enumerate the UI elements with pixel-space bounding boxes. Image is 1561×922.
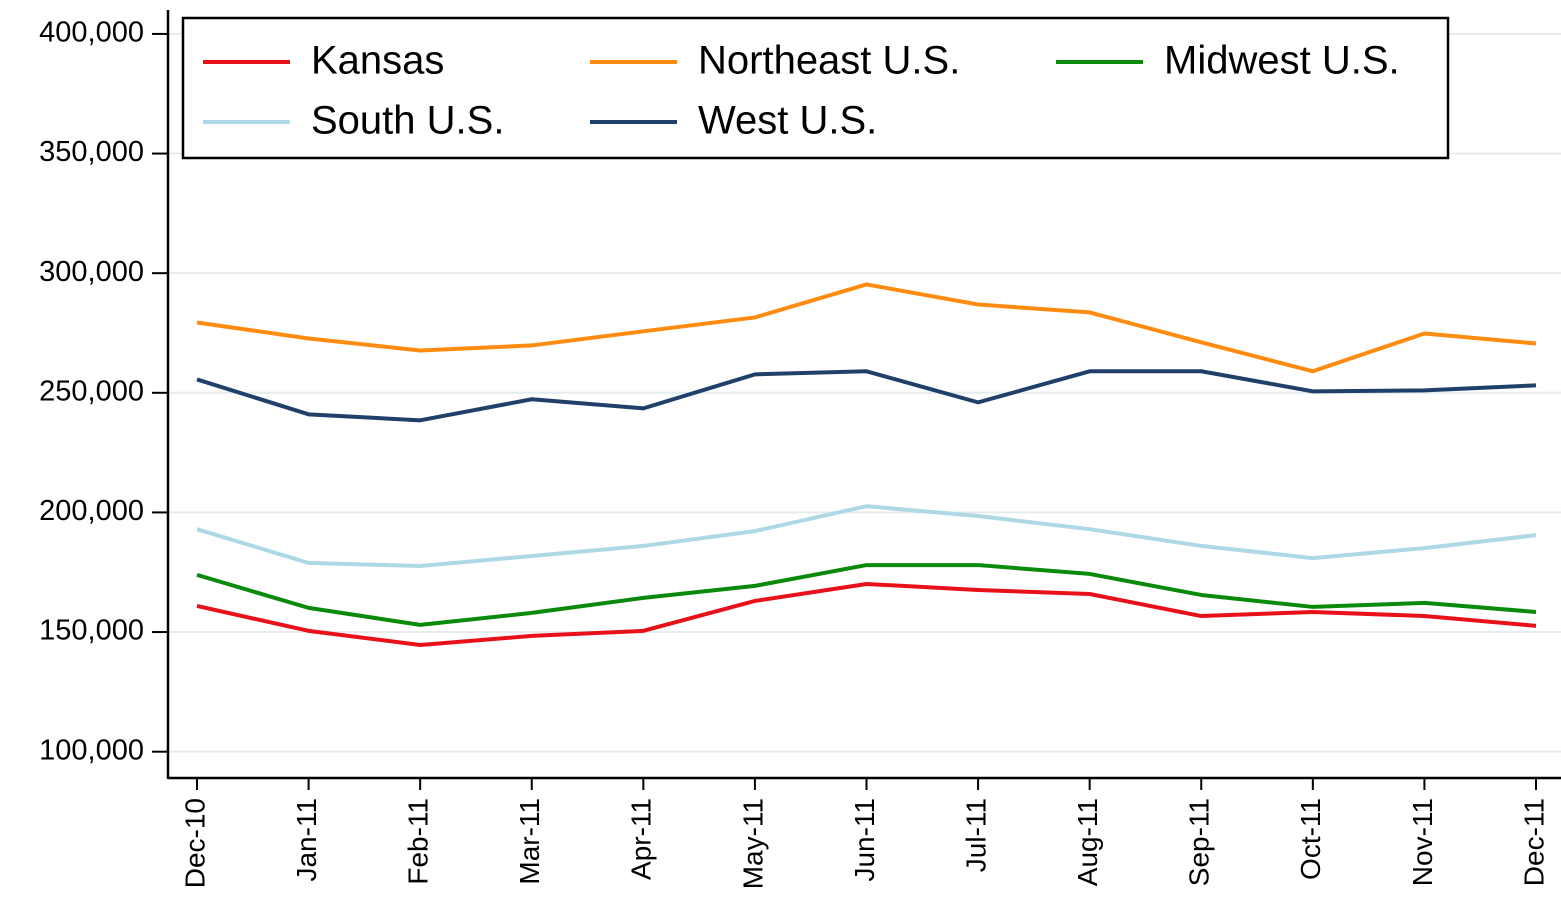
x-tick-label: Nov-11 <box>1407 798 1438 886</box>
x-tick-label: Aug-11 <box>1072 798 1103 886</box>
x-tick-label: Oct-11 <box>1295 798 1326 880</box>
y-tick-label: 200,000 <box>39 495 144 527</box>
x-tick-label: Feb-11 <box>403 798 434 885</box>
legend-label: West U.S. <box>698 99 877 143</box>
x-tick-label: Sep-11 <box>1184 798 1215 886</box>
legend-label: Kansas <box>311 39 444 83</box>
x-tick-label: Jan-11 <box>291 798 322 882</box>
y-tick-label: 150,000 <box>39 615 144 647</box>
legend-box <box>181 16 1450 160</box>
y-tick-label: 300,000 <box>39 256 144 288</box>
y-tick-label: 100,000 <box>39 734 144 766</box>
y-tick-label: 400,000 <box>39 17 144 49</box>
series-line <box>196 563 1537 627</box>
legend-label: Midwest U.S. <box>1164 39 1400 83</box>
x-tick-label: Dec-10 <box>179 798 210 888</box>
legend-label: South U.S. <box>311 99 504 143</box>
y-tick-label: 350,000 <box>39 136 144 168</box>
x-tick-label: Mar-11 <box>514 798 545 885</box>
x-tick-label: Jul-11 <box>960 798 991 872</box>
legend-label: Northeast U.S. <box>698 39 960 83</box>
legend: Kansas Northeast U.S. Midwest U.S. South U.… <box>181 16 1450 160</box>
series-line <box>196 504 1537 569</box>
x-tick-label: May-11 <box>737 798 768 889</box>
x-tick-label: Apr-11 <box>626 798 657 880</box>
x-tick-label: Jun-11 <box>849 798 880 882</box>
y-tick-label: 250,000 <box>39 375 144 407</box>
series-line <box>196 282 1537 374</box>
x-tick-label: Dec-11 <box>1518 798 1549 886</box>
series-line <box>196 581 1537 647</box>
series-line <box>196 369 1537 423</box>
